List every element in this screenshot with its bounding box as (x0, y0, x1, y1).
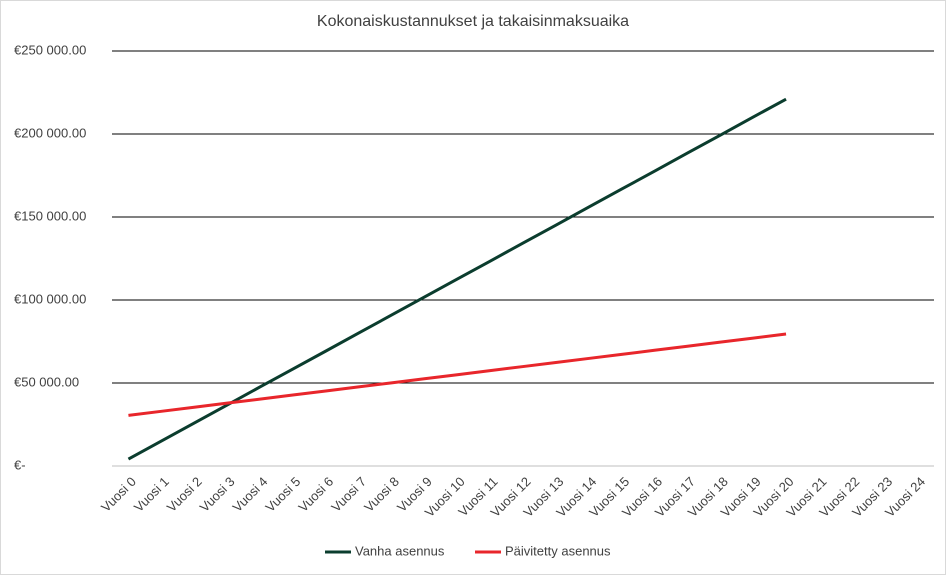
y-tick-label: €100 000.00 (14, 291, 86, 306)
legend-label: Vanha asennus (355, 543, 445, 558)
y-tick-label: €50 000.00 (14, 374, 79, 389)
series-line (127, 97, 787, 461)
y-tick-label: €200 000.00 (14, 125, 86, 140)
y-tick-label: €250 000.00 (14, 42, 86, 57)
series-line (128, 332, 787, 417)
legend-label: Päivitetty asennus (505, 543, 611, 558)
chart-title: Kokonaiskustannukset ja takaisinmaksuaik… (317, 13, 629, 30)
y-tick-label: €- (14, 457, 26, 472)
y-tick-label: €150 000.00 (14, 208, 86, 223)
